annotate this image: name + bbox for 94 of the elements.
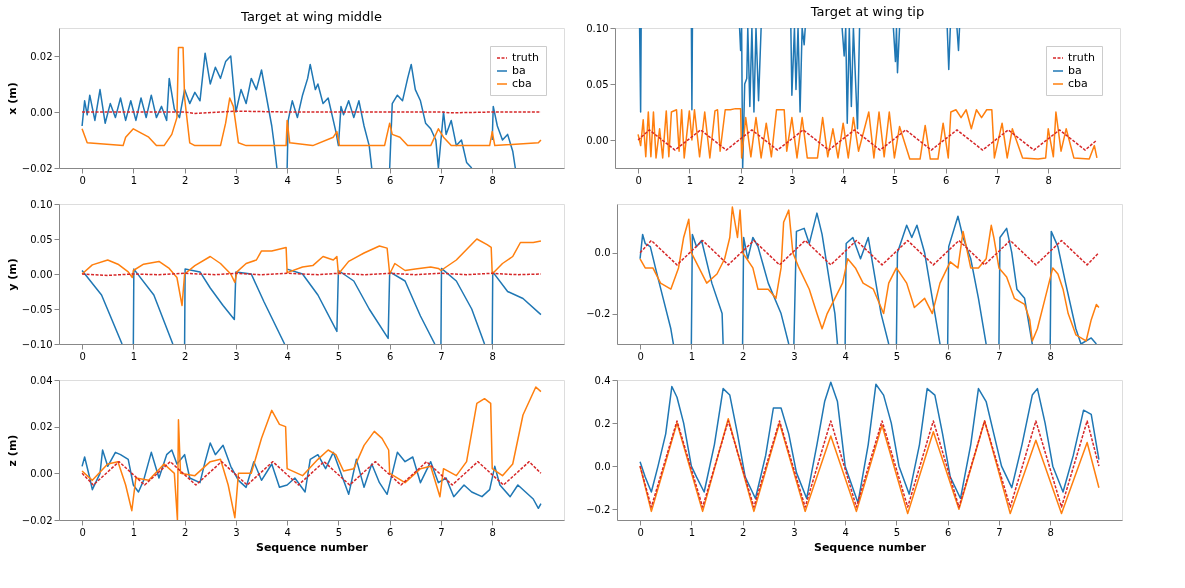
x-tick-label: 5 — [335, 174, 343, 186]
x-tick-label: 6 — [387, 174, 394, 186]
x-tick-label: 1 — [130, 174, 138, 186]
line-series — [637, 107, 1098, 160]
line-series — [81, 386, 542, 520]
x-tick-label: 5 — [335, 350, 343, 362]
x-tick-label: 8 — [1045, 174, 1052, 186]
x-tick-label: 3 — [233, 350, 240, 362]
y-tick-label: 0.02 — [30, 421, 53, 433]
y-tick-label: −0.10 — [21, 338, 53, 350]
x-tick-label: 4 — [284, 526, 291, 538]
x-tick-label: 3 — [791, 350, 798, 362]
x-tick-label: 0 — [79, 350, 86, 362]
x-tick-label: 7 — [994, 174, 1001, 186]
x-tick-label: 2 — [181, 174, 189, 186]
x-tick-label: 7 — [996, 350, 1003, 362]
x-axis-title: Sequence number — [255, 540, 369, 554]
y-tick-label: 0.00 — [586, 134, 609, 146]
y-tick-label: 0.02 — [30, 50, 53, 62]
x-tick-label: 8 — [489, 350, 496, 362]
x-tick-label: 4 — [842, 350, 849, 362]
x-tick-label: 1 — [688, 526, 696, 538]
x-tick-label: 4 — [840, 174, 847, 186]
x-tick-label: 7 — [996, 526, 1003, 538]
x-tick-label: 3 — [233, 526, 240, 538]
x-tick-label: 1 — [688, 350, 696, 362]
x-tick-label: 1 — [686, 174, 694, 186]
x-tick-label: 2 — [739, 350, 747, 362]
x-tick-label: 5 — [893, 350, 901, 362]
x-tick-label: 6 — [945, 350, 952, 362]
y-tick-label: 0.00 — [30, 106, 53, 118]
x-tick-label: 3 — [791, 526, 798, 538]
y-tick-label: −0.05 — [21, 303, 53, 315]
x-tick-label: 5 — [891, 174, 899, 186]
y-tick-label: 0.00 — [30, 268, 53, 280]
x-tick-label: 6 — [943, 174, 950, 186]
x-tick-label: 4 — [284, 174, 291, 186]
line-series — [81, 442, 542, 510]
y-tick-label: 0.2 — [594, 417, 611, 429]
line-series — [81, 46, 542, 147]
y-tick-label: 0.00 — [30, 467, 53, 479]
x-tick-label: 4 — [284, 350, 291, 362]
line-series — [639, 381, 1100, 504]
x-tick-label: 8 — [489, 526, 496, 538]
y-tick-label: 0.04 — [30, 374, 53, 386]
x-tick-label: 1 — [130, 350, 138, 362]
x-tick-label: 1 — [130, 526, 138, 538]
x-tick-label: 2 — [739, 526, 747, 538]
x-tick-label: 0 — [637, 350, 644, 362]
legend-label: ba — [1068, 64, 1082, 77]
legend-label: truth — [1068, 51, 1096, 64]
x-tick-label: 5 — [893, 526, 901, 538]
y-tick-label: −0.02 — [21, 514, 53, 526]
x-tick-label: 8 — [489, 174, 496, 186]
y-axis-title: z (m) — [5, 434, 19, 467]
x-tick-label: 0 — [637, 526, 644, 538]
chart-title: Target at wing tip — [809, 4, 925, 19]
x-tick-label: 2 — [181, 526, 189, 538]
x-tick-label: 2 — [737, 174, 745, 186]
chart-title: Target at wing middle — [240, 9, 382, 24]
x-tick-label: 7 — [438, 174, 445, 186]
x-tick-label: 8 — [1047, 526, 1054, 538]
y-tick-label: −0.02 — [21, 162, 53, 174]
x-tick-label: 3 — [789, 174, 796, 186]
x-tick-label: 4 — [842, 526, 849, 538]
x-tick-label: 6 — [387, 350, 394, 362]
y-tick-label: 0.0 — [594, 460, 611, 472]
y-tick-label: −0.2 — [586, 503, 611, 515]
x-tick-label: 6 — [387, 526, 394, 538]
line-series — [81, 238, 542, 307]
y-tick-label: 0.0 — [594, 247, 611, 259]
x-tick-label: 3 — [233, 174, 240, 186]
x-tick-label: 0 — [635, 174, 642, 186]
y-tick-label: 0.05 — [30, 233, 53, 245]
legend-label: truth — [512, 51, 540, 64]
x-tick-label: 7 — [438, 526, 445, 538]
x-axis-title: Sequence number — [813, 540, 927, 554]
y-axis-title: y (m) — [5, 258, 19, 291]
x-tick-label: 7 — [438, 350, 445, 362]
x-tick-label: 8 — [1047, 350, 1054, 362]
x-tick-label: 0 — [79, 526, 86, 538]
x-tick-label: 0 — [79, 174, 86, 186]
y-tick-label: 0.10 — [30, 198, 53, 210]
x-tick-label: 5 — [335, 526, 343, 538]
legend-label: cba — [1068, 77, 1088, 90]
x-tick-label: 2 — [181, 350, 189, 362]
y-axis-title: x (m) — [5, 82, 19, 115]
legend-label: ba — [512, 64, 526, 77]
x-tick-label: 6 — [945, 526, 952, 538]
y-tick-label: −0.2 — [586, 308, 611, 320]
y-tick-label: 0.10 — [586, 22, 609, 34]
legend-label: cba — [512, 77, 532, 90]
y-tick-label: 0.05 — [586, 78, 609, 90]
y-tick-label: 0.4 — [594, 374, 611, 386]
